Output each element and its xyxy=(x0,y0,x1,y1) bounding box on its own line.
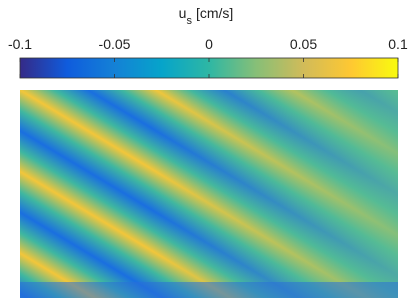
colorbar-tick-label: 0 xyxy=(205,36,213,52)
label-unit: [cm/s] xyxy=(196,5,233,21)
colorbar-tick-label: 0.05 xyxy=(290,36,317,52)
colorbar-tick-label: 0.1 xyxy=(388,36,408,52)
label-symbol: u xyxy=(179,5,187,21)
field-bottom-band xyxy=(20,282,398,298)
colorbar-tick-label: -0.1 xyxy=(8,36,32,52)
colorbar-tick-label: -0.05 xyxy=(99,36,131,52)
colorbar-label: us [cm/s] xyxy=(179,5,234,27)
label-subscript: s xyxy=(186,15,192,27)
field-shading xyxy=(20,90,398,298)
